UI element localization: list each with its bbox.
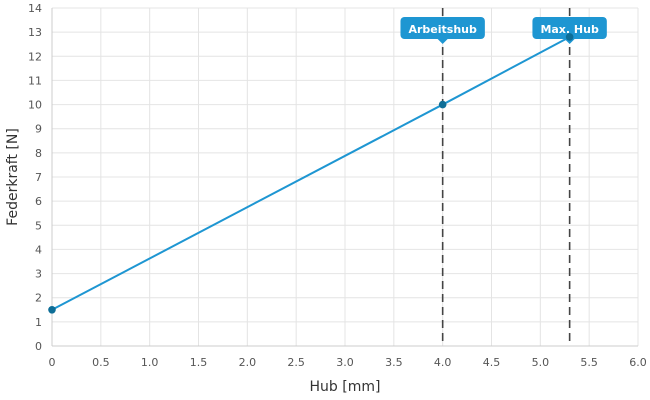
- y-tick-label: 5: [35, 219, 42, 232]
- y-tick-label: 2: [35, 292, 42, 305]
- x-tick-label: 2.5: [287, 356, 305, 369]
- data-point: [438, 100, 447, 109]
- y-tick-label: 14: [28, 2, 42, 15]
- data-point: [565, 33, 574, 41]
- x-tick-label: 1.5: [190, 356, 208, 369]
- y-tick-label: 0: [35, 340, 42, 353]
- x-tick-label: 0: [49, 356, 56, 369]
- marker-badge: Arbeitshub: [400, 17, 485, 44]
- y-tick-label: 3: [35, 268, 42, 281]
- axes: [51, 8, 638, 347]
- y-tick-label: 13: [28, 26, 42, 39]
- y-tick-label: 4: [35, 243, 42, 256]
- y-tick-label: 12: [28, 50, 42, 63]
- y-tick-label: 7: [35, 171, 42, 184]
- data-series: [48, 33, 574, 314]
- x-tick-label: 3.0: [336, 356, 354, 369]
- marker-label: Arbeitshub: [408, 23, 477, 36]
- x-tick-label: 1.0: [141, 356, 159, 369]
- x-tick-label: 4.5: [483, 356, 501, 369]
- y-tick-label: 8: [35, 147, 42, 160]
- y-tick-label: 1: [35, 316, 42, 329]
- x-tick-label: 6.0: [629, 356, 647, 369]
- reference-markers: Arbeitshub Max. Hub: [400, 8, 607, 346]
- x-tick-label: 0.5: [92, 356, 110, 369]
- y-tick-label: 11: [28, 74, 42, 87]
- x-axis-title: Hub [mm]: [310, 379, 381, 395]
- x-tick-label: 5.5: [580, 356, 598, 369]
- x-tick-label: 4.0: [434, 356, 452, 369]
- y-tick-label: 6: [35, 195, 42, 208]
- marker-badge: Max. Hub: [532, 17, 607, 44]
- y-axis-title: Federkraft [N]: [5, 128, 21, 226]
- marker-badge-pointer: [564, 39, 575, 44]
- marker-badge-pointer: [437, 39, 448, 44]
- marker-badge-box: [532, 17, 607, 39]
- marker-label: Max. Hub: [540, 23, 599, 36]
- grid: [51, 7, 639, 347]
- x-tick-label: 5.0: [532, 356, 550, 369]
- x-tick-labels: 0 0.5 1.0 1.5 2.0 2.5 3.0 3.5 4.0 4.5 5.0 5.5 6.0: [49, 356, 647, 369]
- y-tick-label: 9: [35, 123, 42, 136]
- marker-badge-box: [400, 17, 485, 39]
- x-tick-label: 3.5: [385, 356, 403, 369]
- y-tick-label: 10: [28, 99, 42, 112]
- data-point: [48, 305, 56, 314]
- x-tick-label: 2.0: [239, 356, 257, 369]
